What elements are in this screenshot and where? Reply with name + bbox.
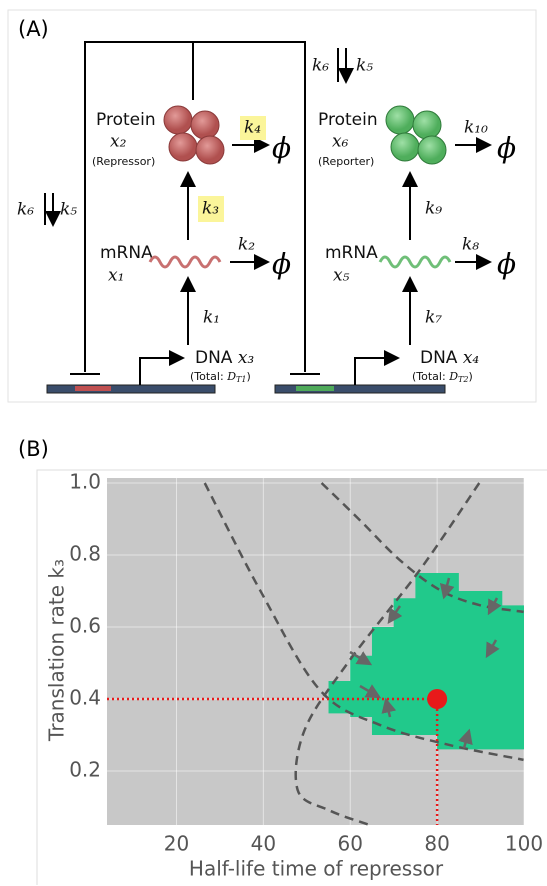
gene-segment xyxy=(296,386,334,391)
mrna-wave xyxy=(378,255,452,269)
panel-frame xyxy=(36,469,547,885)
nullcline xyxy=(294,482,481,827)
degradation: ϕ xyxy=(272,132,291,165)
highlight xyxy=(198,196,224,222)
degradation: ϕ xyxy=(272,248,291,281)
panel-label: (B) xyxy=(18,437,49,461)
mrna-label: mRNA xyxy=(100,243,153,263)
dna-strand xyxy=(274,384,446,394)
protein-var: x₂ xyxy=(110,132,127,152)
nullcline xyxy=(203,482,524,762)
rate-label: k₇ xyxy=(425,308,442,328)
mrna-label: mRNA xyxy=(325,243,378,263)
y-tick-label: 0.6 xyxy=(69,614,101,638)
rate-label: k₆ xyxy=(312,56,329,76)
x-axis-label: Half-life time of repressor xyxy=(189,857,444,881)
promoter-arrow xyxy=(354,350,400,385)
panel-frame xyxy=(7,9,537,403)
gene-segment xyxy=(75,386,111,391)
dna-label: DNA x₃ xyxy=(195,348,254,369)
feedback-lines xyxy=(70,41,320,375)
x-tick-label: 40 xyxy=(251,832,276,856)
rate-label: k₄ xyxy=(244,118,261,138)
plot xyxy=(107,478,525,827)
rate-label: k₂ xyxy=(238,235,255,255)
protein-role: (Repressor) xyxy=(92,155,155,168)
rate-label: k₅ xyxy=(60,200,77,220)
protein-cluster xyxy=(385,105,447,165)
protein-cluster xyxy=(163,105,225,165)
total-label: (Total: DT1) xyxy=(190,370,251,384)
rate-label: k₁ xyxy=(203,308,220,328)
protein-label: Protein xyxy=(318,110,378,130)
y-axis-label: Translation rate k₃ xyxy=(45,559,69,742)
mrna-var: x₁ xyxy=(108,266,124,286)
promoter-arrow xyxy=(139,350,185,385)
panel-label: (A) xyxy=(18,17,49,41)
y-tick-label: 0.8 xyxy=(69,542,101,566)
x-tick-label: 80 xyxy=(424,832,449,856)
highlight xyxy=(240,116,266,140)
dna-label: DNA x₄ xyxy=(420,348,479,369)
arrow xyxy=(338,48,346,82)
y-tick-label: 0.4 xyxy=(69,686,101,710)
dna-strand xyxy=(46,384,216,394)
total-label: (Total: DT2) xyxy=(412,370,473,384)
rate-label: k₅ xyxy=(356,56,373,76)
feasible-region xyxy=(328,573,524,750)
protein-var: x₆ xyxy=(332,132,349,152)
arrow xyxy=(45,193,53,225)
rate-label: k₆ xyxy=(17,200,34,220)
mrna-wave xyxy=(148,255,222,269)
nullcline xyxy=(320,482,524,614)
x-tick-label: 20 xyxy=(164,832,189,856)
operating-point xyxy=(427,689,448,709)
y-tick-label: 1.0 xyxy=(69,470,101,494)
rate-label: k₈ xyxy=(462,235,479,255)
mrna-var: x₅ xyxy=(333,266,350,286)
degradation: ϕ xyxy=(497,248,516,281)
y-tick-label: 0.2 xyxy=(69,758,101,782)
x-tick-label: 100 xyxy=(505,832,543,856)
flow-arrows xyxy=(349,577,502,749)
protein-role: (Reporter) xyxy=(318,155,374,168)
panel-a: (A) DNA x₃ (Total: DT1) k₁ mRNA x₁ k₂ ϕ … xyxy=(7,9,537,403)
rate-label: k₁₀ xyxy=(464,118,488,138)
x-tick-label: 60 xyxy=(338,832,363,856)
rate-label: k₃ xyxy=(202,199,219,219)
protein-label: Protein xyxy=(96,110,156,130)
degradation: ϕ xyxy=(497,132,516,165)
rate-label: k₉ xyxy=(425,199,442,219)
